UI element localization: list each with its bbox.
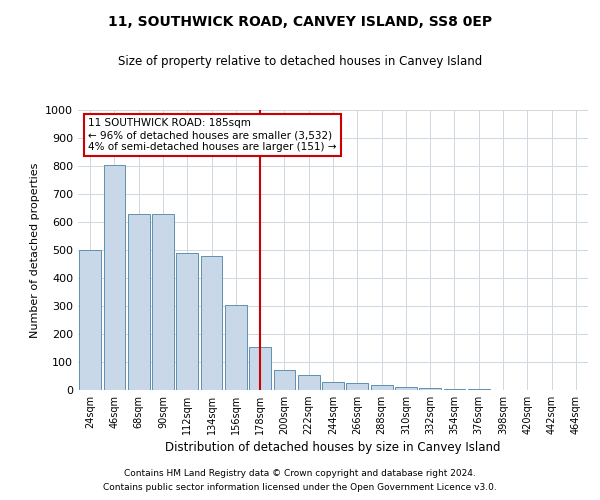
Bar — [298, 374, 320, 390]
Bar — [225, 304, 247, 390]
Bar — [249, 346, 271, 390]
Text: Size of property relative to detached houses in Canvey Island: Size of property relative to detached ho… — [118, 55, 482, 68]
Bar — [79, 250, 101, 390]
Text: 11, SOUTHWICK ROAD, CANVEY ISLAND, SS8 0EP: 11, SOUTHWICK ROAD, CANVEY ISLAND, SS8 0… — [108, 15, 492, 29]
Bar — [274, 370, 295, 390]
Bar — [371, 385, 392, 390]
X-axis label: Distribution of detached houses by size in Canvey Island: Distribution of detached houses by size … — [165, 442, 501, 454]
Text: Contains HM Land Registry data © Crown copyright and database right 2024.: Contains HM Land Registry data © Crown c… — [124, 468, 476, 477]
Bar — [395, 386, 417, 390]
Bar — [128, 214, 149, 390]
Bar — [104, 164, 125, 390]
Bar — [152, 214, 174, 390]
Text: 11 SOUTHWICK ROAD: 185sqm
← 96% of detached houses are smaller (3,532)
4% of sem: 11 SOUTHWICK ROAD: 185sqm ← 96% of detac… — [88, 118, 337, 152]
Bar — [443, 389, 466, 390]
Bar — [419, 388, 441, 390]
Bar — [176, 253, 198, 390]
Bar — [346, 383, 368, 390]
Bar — [322, 382, 344, 390]
Bar — [200, 256, 223, 390]
Y-axis label: Number of detached properties: Number of detached properties — [29, 162, 40, 338]
Text: Contains public sector information licensed under the Open Government Licence v3: Contains public sector information licen… — [103, 484, 497, 492]
